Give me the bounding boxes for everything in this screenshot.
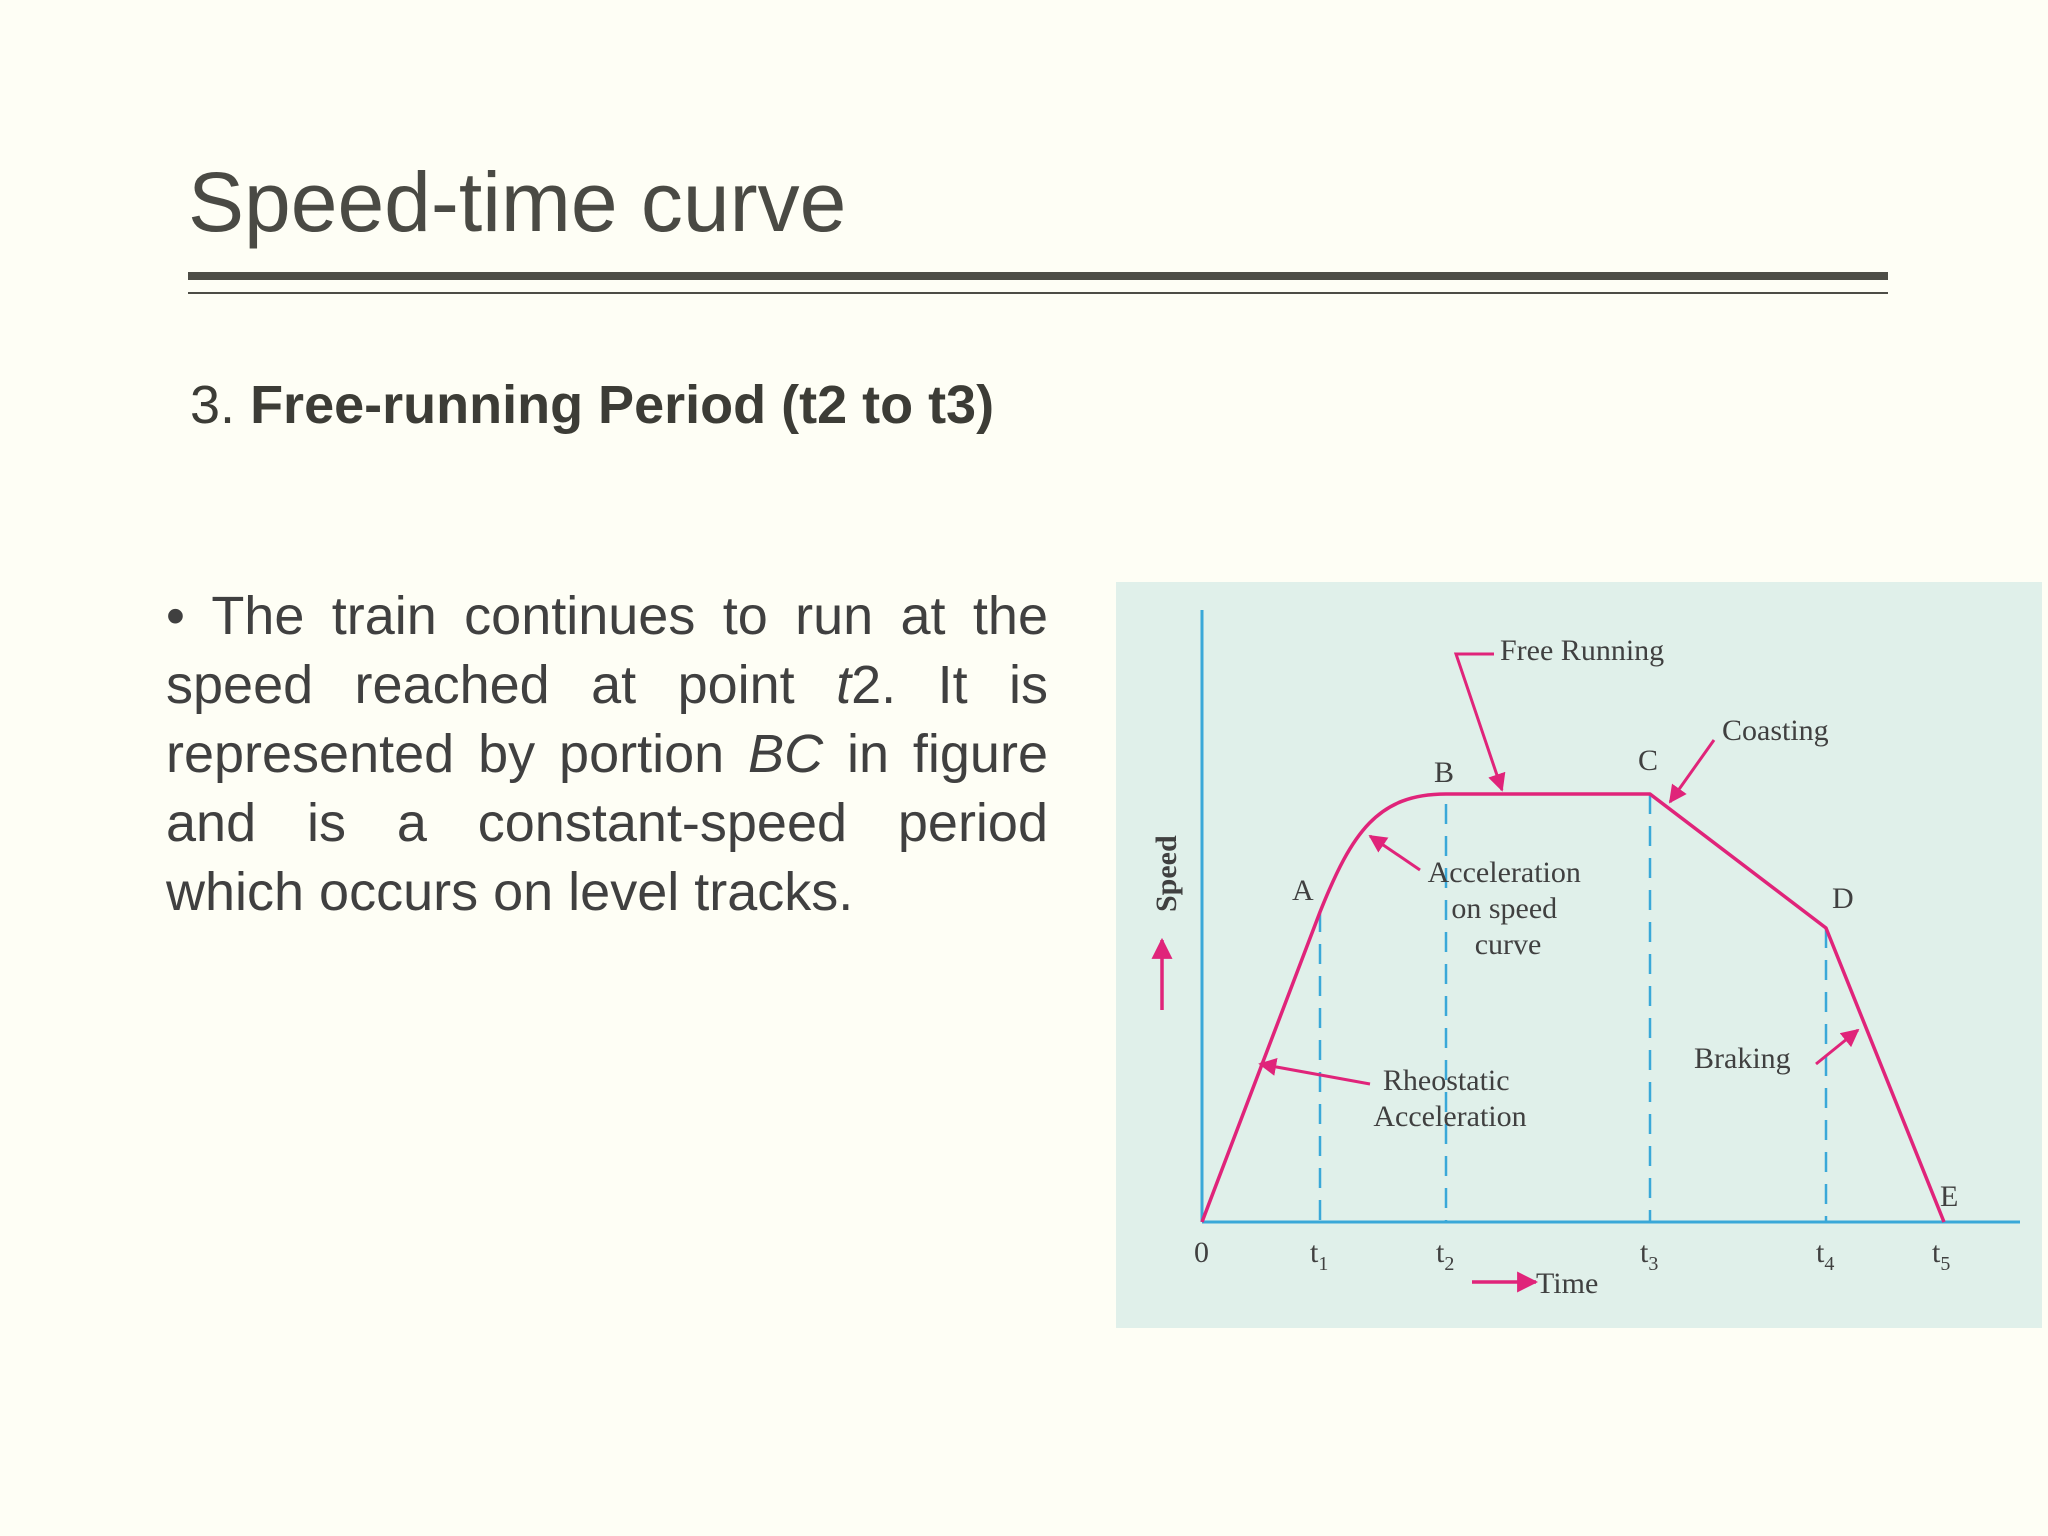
section-heading-text: Free-running Period (t2 to t3): [250, 375, 995, 435]
x-axis-title: Time: [1536, 1267, 1598, 1300]
bullet-marker: •: [166, 586, 185, 646]
tick-t5-sub: 5: [1940, 1253, 1950, 1275]
arrow-free-running: [1453, 652, 1506, 792]
section-heading: 3. Free-running Period (t2 to t3): [190, 374, 994, 436]
tick-t5-base: t: [1932, 1236, 1941, 1269]
bullet-text-part2: 2. It is represented by portion: [166, 655, 1048, 784]
bullet-text-part3: in figure and is a constant-speed period…: [166, 724, 1048, 922]
point-label-b: B: [1434, 756, 1454, 789]
speed-time-diagram: A B C D E 0 t1 t2 t3 t4 t5 Speed Time Fr…: [1150, 610, 2020, 1300]
title-underline-thin: [188, 292, 1888, 294]
point-label-e: E: [1940, 1180, 1958, 1213]
bullet-paragraph: • The train continues to run at the spee…: [166, 582, 1048, 927]
point-label-c: C: [1638, 744, 1658, 777]
annotation-rheostatic: Rheostatic Acceleration: [1373, 1064, 1526, 1133]
arrow-rheostatic: [1258, 1058, 1371, 1086]
annotation-accel-speed-curve-line1: Acceleration: [1428, 856, 1581, 889]
bullet-italic-t: t: [836, 655, 852, 715]
speed-time-figure: A B C D E 0 t1 t2 t3 t4 t5 Speed Time Fr…: [1116, 582, 2042, 1328]
arrow-accel-speed-curve: [1368, 834, 1421, 872]
bullet-italic-bc: BC: [748, 724, 824, 784]
tick-t1-base: t: [1310, 1236, 1319, 1269]
bullet-text-part1: The train continues to run at the speed …: [166, 586, 1048, 715]
tick-t2-base: t: [1436, 1236, 1445, 1269]
point-label-d: D: [1832, 882, 1854, 915]
title-underline-thick: [188, 272, 1888, 280]
arrow-coasting: [1668, 739, 1716, 804]
annotation-accel-speed-curve-line3: curve: [1475, 928, 1542, 961]
annotation-rheostatic-line1: Rheostatic: [1383, 1064, 1510, 1097]
point-label-a: A: [1292, 874, 1314, 907]
annotation-rheostatic-line2: Acceleration: [1373, 1100, 1526, 1133]
tick-t3-sub: 3: [1648, 1253, 1658, 1275]
tick-t2-sub: 2: [1444, 1253, 1454, 1275]
annotation-braking: Braking: [1694, 1042, 1791, 1075]
tick-t4-sub: 4: [1824, 1253, 1834, 1275]
slide-title: Speed-time curve: [188, 155, 847, 249]
tick-t5: t5: [1932, 1236, 1950, 1275]
origin-label: 0: [1194, 1236, 1209, 1269]
tick-t3: t3: [1640, 1236, 1658, 1275]
annotation-free-running: Free Running: [1500, 634, 1664, 667]
annotation-accel-speed-curve: Acceleration on speed curve: [1428, 856, 1589, 961]
annotation-accel-speed-curve-line2: on speed: [1451, 892, 1557, 925]
tick-t1-sub: 1: [1318, 1253, 1328, 1275]
speed-curve: [1200, 792, 1946, 1223]
tick-t2: t2: [1436, 1236, 1454, 1275]
y-axis-title: Speed: [1150, 835, 1183, 912]
arrow-braking: [1815, 1028, 1860, 1066]
tick-t1: t1: [1310, 1236, 1328, 1275]
tick-t3-base: t: [1640, 1236, 1649, 1269]
section-number: 3.: [190, 375, 236, 435]
tick-t4: t4: [1816, 1236, 1834, 1275]
tick-t4-base: t: [1816, 1236, 1825, 1269]
annotation-coasting: Coasting: [1722, 714, 1829, 747]
